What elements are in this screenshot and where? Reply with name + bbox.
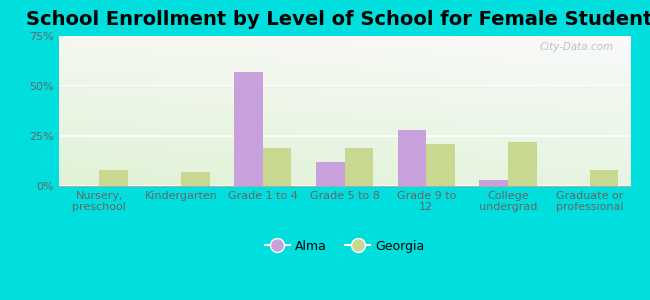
Text: City-Data.com: City-Data.com	[540, 42, 614, 52]
Bar	[590, 170, 618, 186]
Legend: Alma, Georgia: Alma, Georgia	[259, 235, 430, 258]
Bar	[234, 72, 263, 186]
Bar	[398, 130, 426, 186]
Bar	[508, 142, 536, 186]
Bar	[99, 170, 128, 186]
Bar	[426, 144, 455, 186]
Bar	[344, 148, 373, 186]
Bar	[479, 180, 508, 186]
Bar	[181, 172, 210, 186]
Title: School Enrollment by Level of School for Female Students: School Enrollment by Level of School for…	[25, 10, 650, 29]
Bar	[316, 162, 344, 186]
Bar	[263, 148, 291, 186]
